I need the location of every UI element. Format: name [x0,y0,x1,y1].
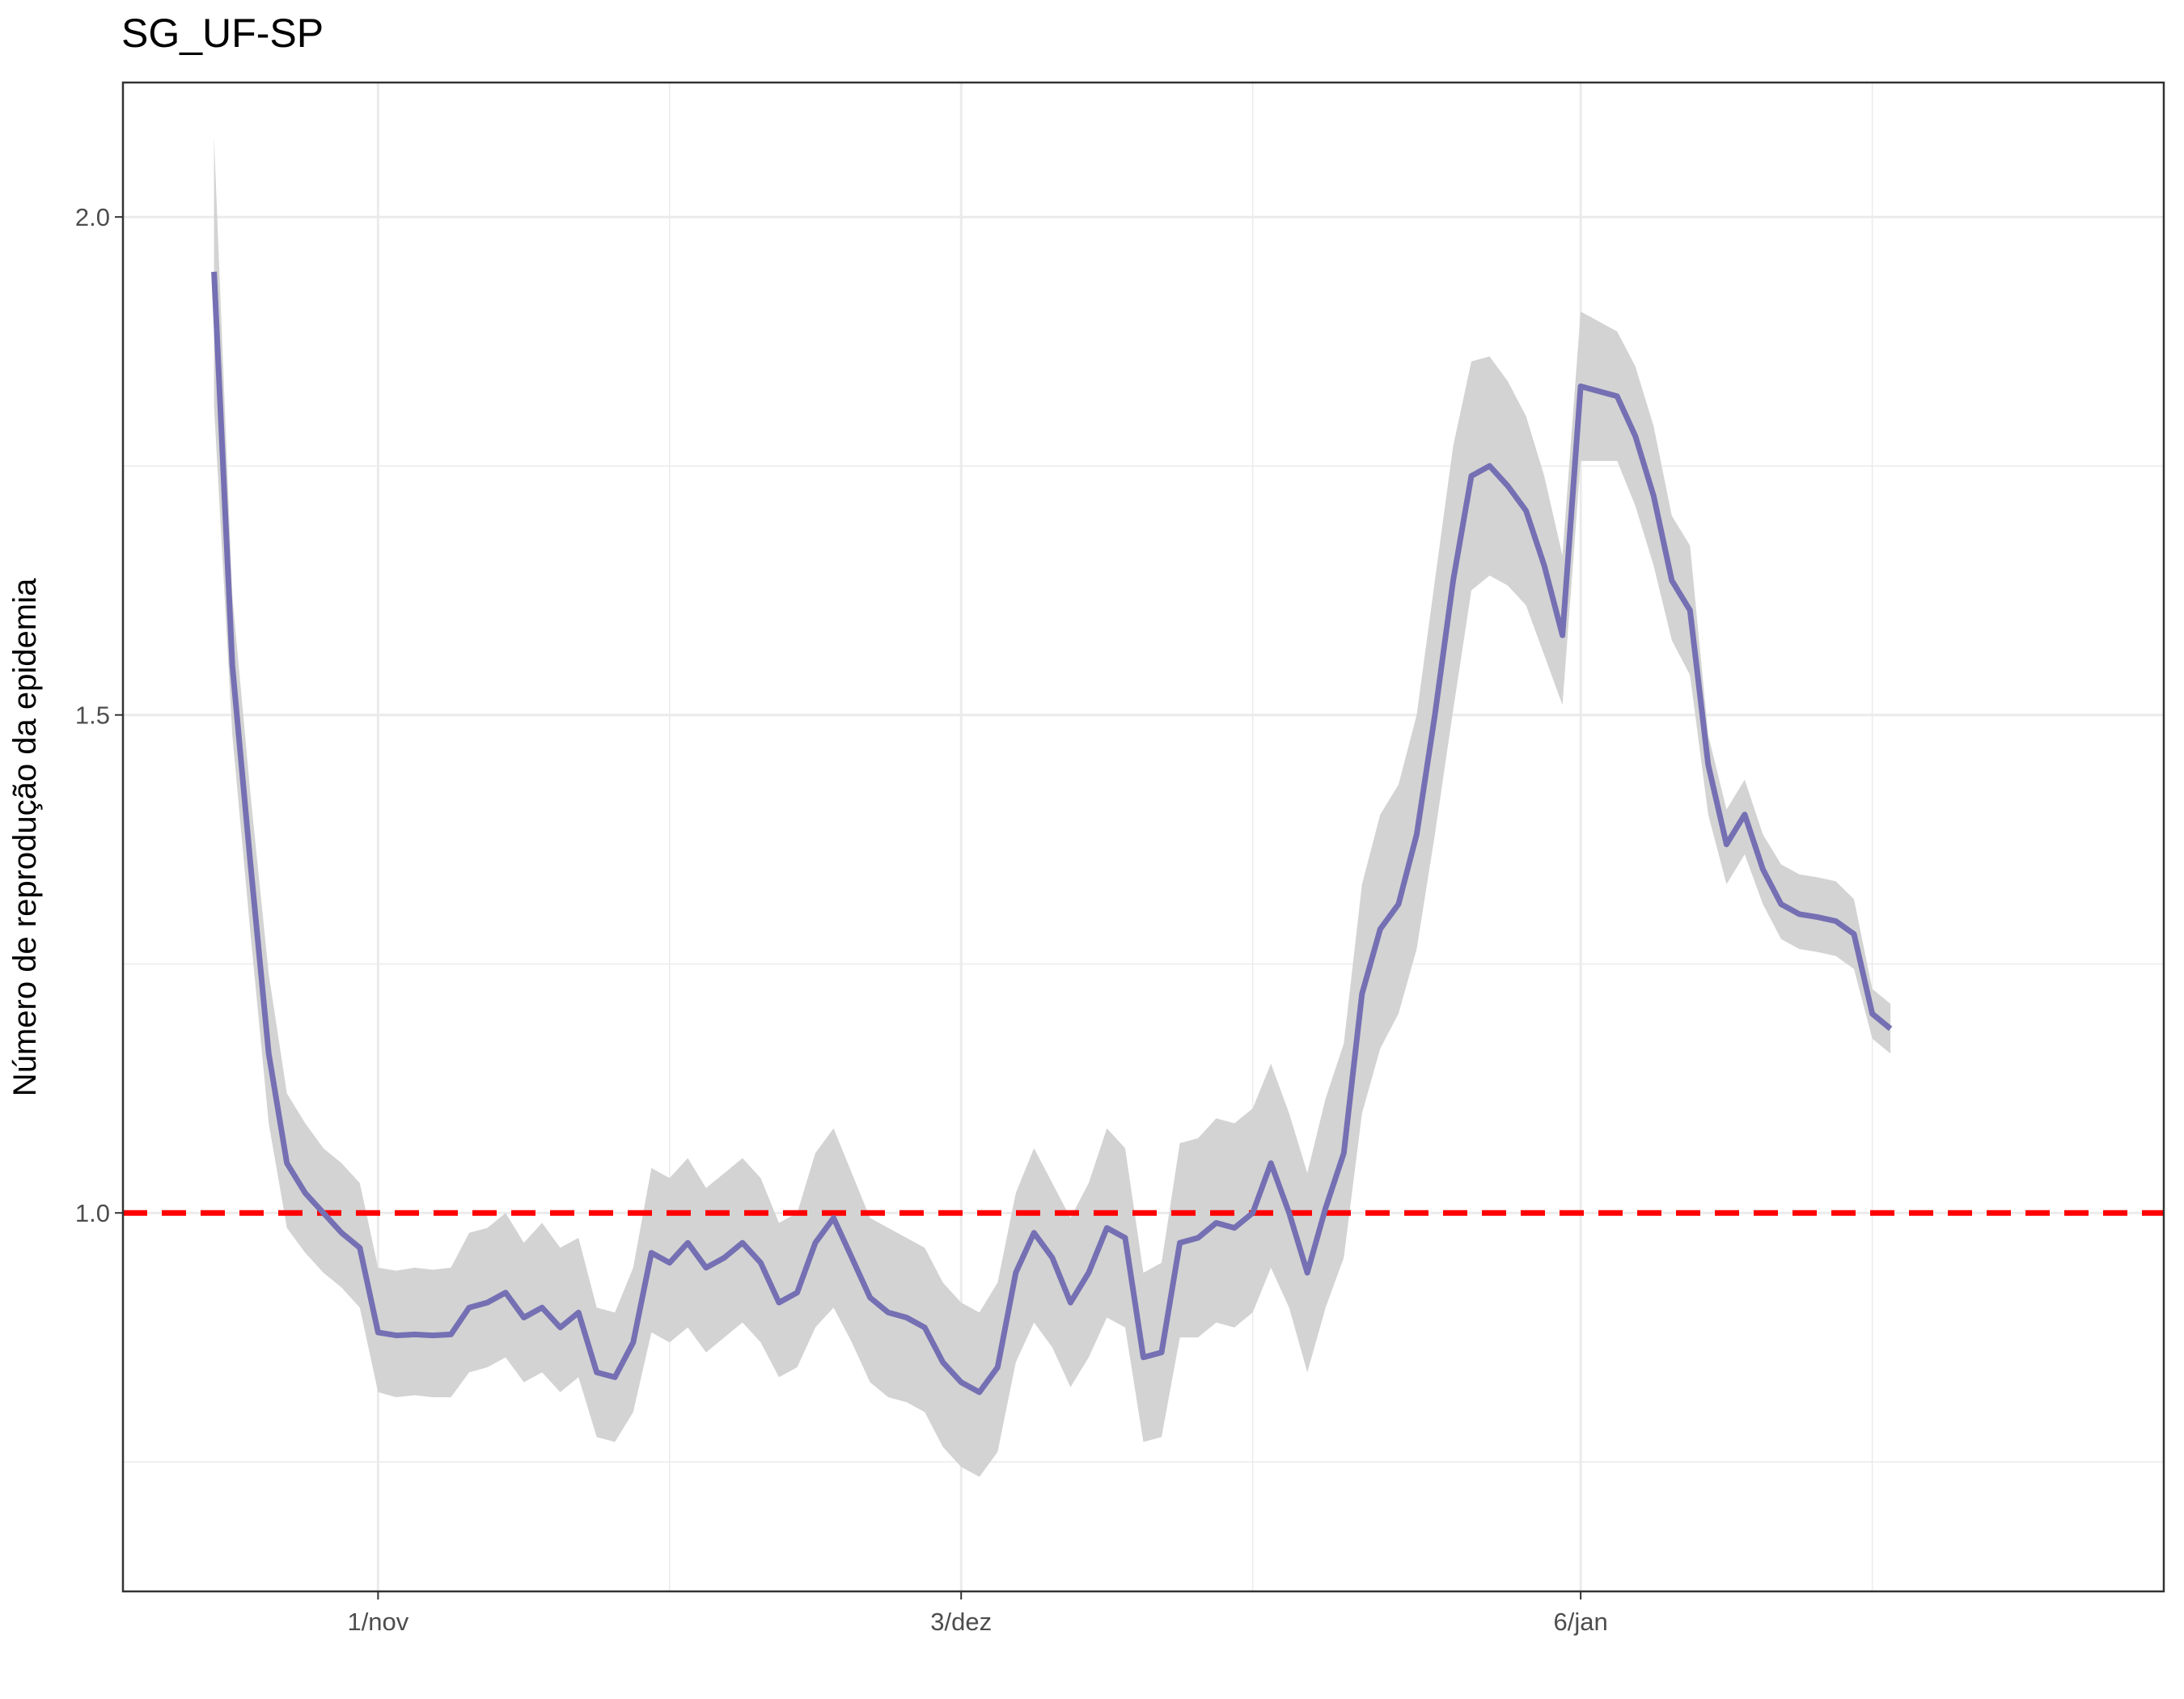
y-tick-label: 2.0 [75,203,110,231]
axis-ticks: 1.0 1.5 2.0 1/nov 3/dez 6/jan [75,203,1608,1636]
y-tick-label: 1.5 [75,701,110,730]
panel-border [121,81,2165,1593]
x-tick-label: 3/dez [930,1608,992,1636]
x-tick-label: 6/jan [1554,1608,1608,1636]
x-tick-label: 1/nov [347,1608,408,1636]
y-tick-label: 1.0 [75,1199,110,1227]
y-axis-title: Número de reprodução da epidemia [7,578,43,1096]
confidence-band [214,137,1891,1477]
series-line [211,271,1893,1396]
chart-title: SG_UF-SP [121,11,324,56]
confidence-band-layer [214,137,1891,1477]
series-layer [211,271,1893,1396]
